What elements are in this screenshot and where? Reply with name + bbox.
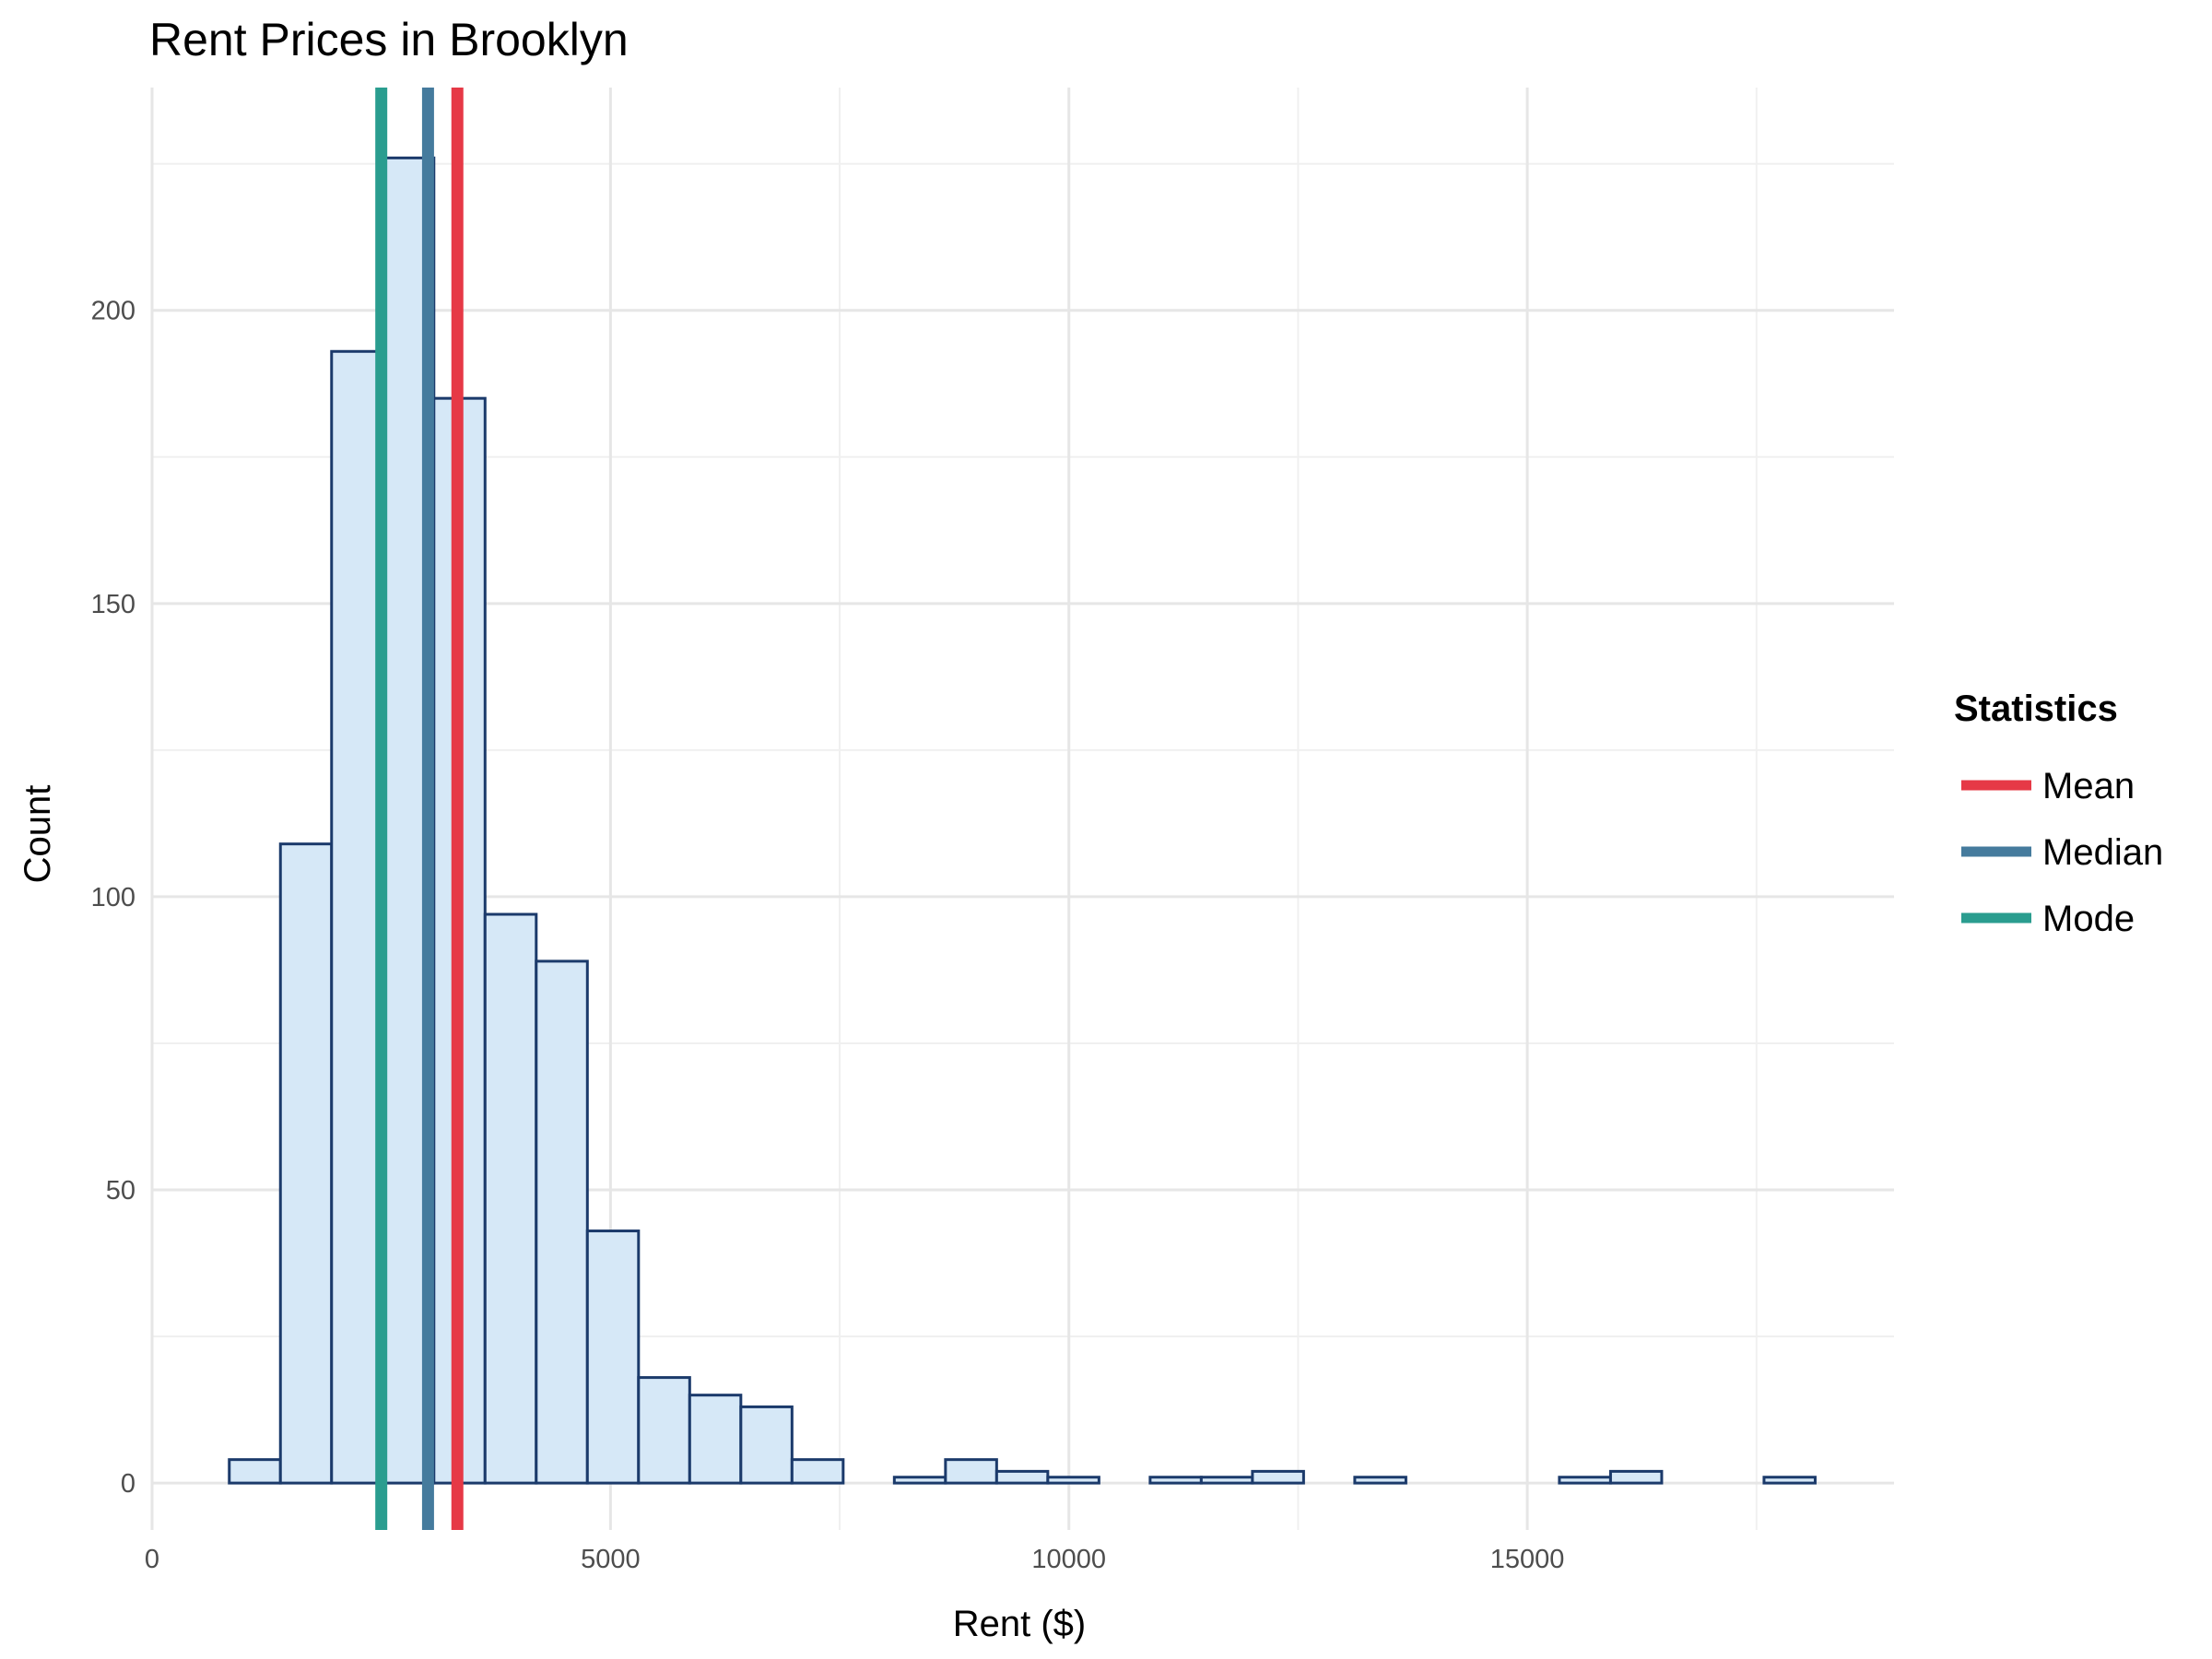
- histogram-bar: [228, 1458, 282, 1485]
- y-tick-label: 100: [91, 883, 135, 912]
- histogram-bar: [892, 1476, 947, 1485]
- histogram-bar: [1762, 1476, 1817, 1485]
- histogram-bar: [790, 1458, 845, 1485]
- histogram-bar: [1608, 1469, 1664, 1485]
- histogram-bar: [944, 1458, 998, 1485]
- x-axis-title: Rent ($): [953, 1604, 1087, 1644]
- legend-items: Mean Median Mode: [1961, 766, 2163, 939]
- x-tick-label: 5000: [581, 1545, 641, 1574]
- y-tick-label: 0: [121, 1469, 135, 1499]
- histogram-bar: [330, 349, 384, 1485]
- legend-label-mean: Mean: [2042, 766, 2135, 806]
- legend: Statistics Mean Median Mode: [1954, 688, 2163, 939]
- x-axis-tick-labels: 0 5000 10000 15000: [145, 1545, 1565, 1574]
- y-tick-label: 150: [91, 590, 135, 619]
- histogram-bar: [535, 959, 589, 1485]
- histogram-bar: [585, 1230, 641, 1485]
- histogram-bar: [1199, 1476, 1254, 1485]
- histogram-bar: [1353, 1476, 1407, 1485]
- y-axis-tick-labels: 0 50 100 150 200: [91, 297, 135, 1499]
- y-tick-label: 200: [91, 297, 135, 326]
- y-axis-title: Count: [18, 785, 58, 884]
- histogram-bar: [278, 842, 334, 1485]
- histogram-bar: [1046, 1476, 1100, 1485]
- histogram-bar: [637, 1376, 691, 1485]
- x-tick-label: 0: [145, 1545, 159, 1574]
- histogram-bar: [1251, 1469, 1305, 1485]
- histogram-bar: [688, 1394, 743, 1485]
- histogram-bar: [994, 1469, 1050, 1485]
- x-tick-label: 10000: [1031, 1545, 1106, 1574]
- histogram-bar: [1558, 1476, 1612, 1485]
- legend-title: Statistics: [1954, 688, 2118, 729]
- reference-lines: [375, 88, 464, 1530]
- x-tick-label: 15000: [1490, 1545, 1565, 1574]
- histogram-bar: [1148, 1476, 1203, 1485]
- histogram-bars: [228, 156, 1817, 1485]
- y-tick-label: 50: [106, 1176, 135, 1206]
- chart-title: Rent Prices in Brooklyn: [149, 14, 629, 65]
- histogram-bar: [483, 912, 538, 1485]
- legend-label-mode: Mode: [2042, 899, 2135, 939]
- legend-label-median: Median: [2042, 832, 2163, 873]
- histogram-bar: [739, 1405, 794, 1485]
